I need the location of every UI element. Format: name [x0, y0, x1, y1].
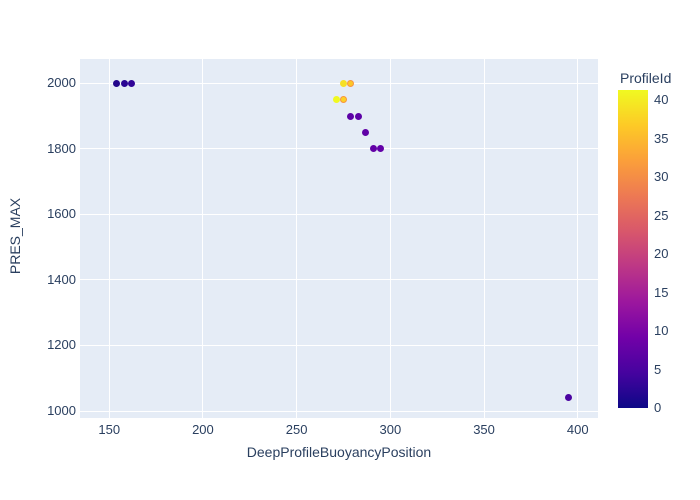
data-point[interactable]	[339, 79, 347, 87]
data-point[interactable]	[564, 394, 572, 402]
y-tick-label: 2000	[47, 75, 76, 91]
y-axis-title-text: PRES_MAX	[7, 197, 23, 275]
colorbar-tick-label: 40	[654, 92, 669, 107]
y-tick-label: 1000	[47, 403, 76, 419]
data-point[interactable]	[339, 96, 347, 104]
x-axis-title: DeepProfileBuoyancyPosition	[246, 444, 432, 460]
data-point[interactable]	[120, 79, 128, 87]
x-tick-label: 200	[192, 422, 214, 437]
x-gridline	[296, 59, 298, 418]
y-tick-label: 1600	[47, 206, 76, 222]
colorbar-tick-label: 0	[654, 400, 662, 415]
y-tick-label: 1400	[47, 271, 76, 287]
colorbar-tick-label: 30	[654, 169, 669, 184]
x-gridline	[577, 59, 579, 418]
data-point[interactable]	[362, 128, 370, 136]
y-gridline	[80, 279, 598, 281]
y-tick-label: 1800	[47, 140, 76, 156]
data-point[interactable]	[347, 79, 355, 87]
colorbar-tick-label: 20	[654, 246, 669, 261]
x-tick-label: 400	[566, 422, 589, 437]
data-point[interactable]	[354, 112, 362, 120]
x-tick-label: 350	[473, 422, 495, 437]
y-gridline	[80, 148, 598, 150]
x-tick-label: 150	[98, 422, 121, 437]
y-gridline	[80, 410, 598, 412]
x-gridline	[202, 59, 204, 418]
y-gridline	[80, 213, 598, 215]
x-tick-label: 250	[285, 422, 308, 437]
x-gridline	[108, 59, 110, 418]
data-point[interactable]	[369, 145, 377, 153]
colorbar-tick-label: 35	[654, 130, 669, 146]
colorbar-gradient[interactable]	[618, 90, 648, 408]
data-point[interactable]	[113, 79, 121, 87]
y-tick-label: 1200	[47, 337, 76, 353]
x-gridline	[389, 59, 391, 418]
data-point[interactable]	[377, 145, 385, 153]
plot-area[interactable]	[80, 59, 598, 418]
data-point[interactable]	[332, 96, 340, 104]
x-tick-label: 300	[379, 422, 402, 437]
y-gridline	[80, 344, 598, 346]
colorbar-tick-label: 15	[654, 284, 669, 300]
colorbar-tick-label: 5	[654, 361, 662, 377]
data-point[interactable]	[128, 79, 136, 87]
colorbar-tick-label: 10	[654, 323, 669, 338]
x-gridline	[483, 59, 485, 418]
data-point[interactable]	[347, 112, 355, 120]
y-gridline	[80, 82, 598, 84]
colorbar-title: ProfileId	[620, 70, 672, 86]
colorbar-tick-label: 25	[654, 207, 669, 223]
